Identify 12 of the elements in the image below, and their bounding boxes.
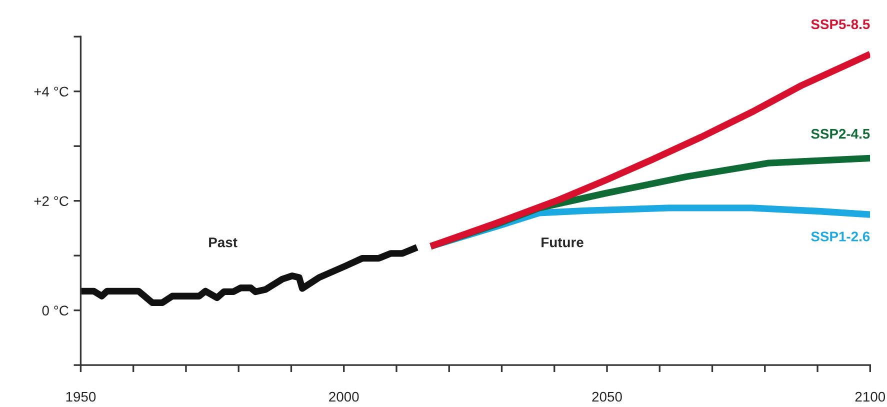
annotation: Past: [209, 238, 238, 248]
x-tick-label: 2100: [855, 392, 886, 402]
y-tick-label: +2 °C: [34, 196, 68, 206]
y-tick-label: +4 °C: [34, 86, 68, 97]
series-label: SSP2-4.5: [811, 128, 870, 139]
y-tick-label: 0 °C: [42, 306, 68, 316]
annotation: Future: [542, 238, 584, 248]
x-tick-label: 2050: [592, 392, 622, 402]
series-label: SSP5-8.5: [811, 19, 870, 30]
x-tick-label: 1950: [66, 392, 96, 402]
x-tick-label: 2000: [329, 392, 359, 402]
series-label: SSP1-2.6: [811, 232, 870, 242]
